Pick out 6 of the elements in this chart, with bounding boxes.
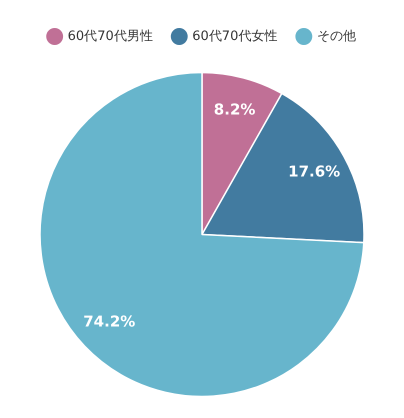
data-label: 8.2%: [214, 100, 256, 119]
legend-label: 60代70代男性: [68, 28, 153, 44]
data-label: 74.2%: [83, 312, 136, 331]
legend-label: その他: [316, 28, 356, 44]
legend-label: 60代70代女性: [192, 28, 278, 44]
data-label: 17.6%: [288, 162, 340, 181]
